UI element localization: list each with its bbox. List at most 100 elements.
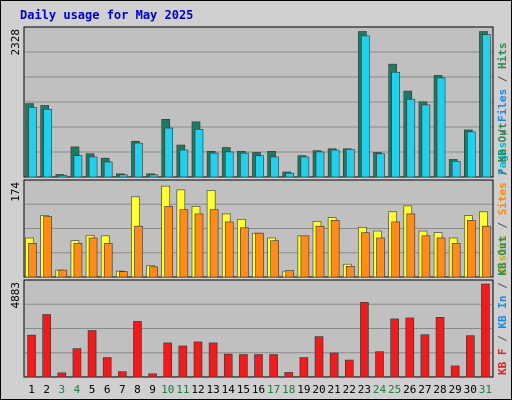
bar-pages-day-15 [240, 152, 249, 178]
bar-pages-day-24 [376, 153, 385, 178]
x-tick-label-27: 27 [418, 383, 431, 396]
x-tick-label-19: 19 [297, 383, 310, 396]
bar-sites-day-31 [482, 225, 491, 278]
bar-kb-f-day-22 [344, 359, 354, 378]
bar-sites-day-4 [73, 243, 83, 278]
x-tick-label-6: 6 [104, 383, 111, 396]
bar-sites-day-3 [58, 269, 68, 278]
x-tick-label-10: 10 [161, 383, 174, 396]
bar-sites-day-7 [119, 271, 128, 278]
legend-part-1: / [496, 122, 509, 142]
bar-kb-f-day-11 [178, 345, 188, 378]
legend-part-0: Pages [496, 142, 509, 175]
bar-pages-day-3 [58, 175, 68, 178]
bar-kb-f-day-12 [193, 341, 203, 378]
x-tick-label-21: 21 [328, 383, 341, 396]
bar-kb-f-day-24 [375, 351, 384, 378]
x-tick-label-20: 20 [312, 383, 325, 396]
y-max-label: 4883 [9, 282, 22, 309]
chart-panels: 2328 Pages / Files / Hits 174 Visits / Site… [9, 26, 509, 378]
bar-pages-day-22 [345, 149, 355, 178]
bar-pages-day-10 [164, 127, 174, 178]
bar-pages-day-4 [73, 155, 83, 178]
x-tick-label-3: 3 [59, 383, 66, 396]
x-tick-label-31: 31 [479, 383, 492, 396]
bar-sites-day-18 [285, 270, 295, 278]
x-tick-label-13: 13 [206, 383, 219, 396]
bar-sites-day-15 [240, 227, 249, 278]
legend-part-4: KB Out [496, 236, 509, 276]
x-tick-label-29: 29 [449, 383, 462, 396]
bar-pages-day-16 [255, 155, 264, 178]
bar-kb-f-day-26 [405, 317, 415, 378]
bar-sites-day-26 [406, 213, 416, 278]
x-tick-label-25: 25 [388, 383, 401, 396]
legend-part-2: Files [496, 89, 509, 122]
bar-pages-day-31 [482, 34, 491, 178]
bar-pages-day-5 [88, 156, 98, 178]
bar-kb-f-day-30 [466, 335, 475, 378]
bar-sites-day-25 [391, 221, 400, 278]
bar-pages-day-2 [43, 108, 52, 178]
bar-sites-day-21 [330, 220, 340, 278]
legend-part-3: / [496, 69, 509, 89]
bar-sites-day-9 [149, 266, 158, 278]
x-tick-label-18: 18 [282, 383, 295, 396]
bar-pages-day-9 [149, 174, 158, 178]
panel-legend: KB F / KB In / KB Out [496, 236, 509, 375]
x-tick-label-30: 30 [464, 383, 477, 396]
bar-kb-f-day-2 [42, 314, 51, 378]
panel-1: 2328 Pages / Files / Hits [9, 26, 509, 178]
chart-title: Daily usage for May 2025 [20, 8, 193, 22]
bar-sites-day-1 [28, 243, 37, 278]
legend-part-1: / [496, 329, 509, 349]
bar-kb-f-day-23 [360, 302, 369, 378]
x-tick-label-2: 2 [43, 383, 50, 396]
bar-pages-day-20 [315, 151, 325, 178]
bar-pages-day-27 [421, 104, 431, 178]
bar-sites-day-11 [179, 209, 189, 278]
x-tick-label-8: 8 [134, 383, 141, 396]
bar-pages-day-19 [300, 156, 310, 178]
legend-part-3: / [496, 162, 509, 182]
bar-sites-day-14 [224, 221, 234, 278]
x-tick-label-26: 26 [403, 383, 416, 396]
bar-sites-day-29 [451, 243, 461, 278]
legend-part-4: KB Out [496, 123, 509, 163]
bar-sites-day-24 [376, 237, 385, 278]
bar-pages-day-8 [134, 142, 143, 178]
panel-legend: Pages / Files / Hits [496, 43, 509, 176]
legend-part-4: Hits [496, 43, 509, 70]
legend-part-0: KB F [496, 349, 509, 376]
bar-pages-day-26 [406, 98, 416, 178]
bar-sites-day-27 [421, 235, 431, 278]
panel-legend: Visits / Sites / KB Out [496, 123, 509, 275]
bar-sites-day-6 [103, 243, 113, 278]
bar-kb-f-day-10 [163, 342, 173, 378]
gridlines [25, 303, 492, 354]
panel-2: 174 Visits / Sites / KB Out [9, 123, 509, 278]
bar-pages-day-13 [209, 152, 219, 178]
panel-3: 4883 KB F / KB In / KB Out [9, 236, 509, 378]
bar-kb-f-day-19 [299, 357, 309, 378]
bar-pages-day-30 [467, 131, 476, 178]
bar-kb-f-day-8 [133, 321, 142, 378]
x-tick-label-11: 11 [176, 383, 189, 396]
bar-sites-day-10 [164, 206, 174, 278]
bar-kb-f-day-15 [239, 354, 248, 378]
bar-kb-f-day-31 [481, 283, 490, 378]
bar-pages-day-18 [285, 172, 295, 178]
bar-kb-f-day-17 [269, 354, 278, 378]
bar-kb-f-day-5 [87, 330, 97, 378]
x-tick-label-15: 15 [237, 383, 250, 396]
bar-kb-f-day-4 [72, 348, 82, 378]
bar-sites-day-13 [209, 209, 219, 278]
y-max-label: 2328 [9, 29, 22, 56]
bar-kb-f-day-3 [57, 372, 67, 378]
bar-kb-f-day-16 [254, 354, 263, 378]
bar-sites-day-16 [255, 232, 264, 278]
bar-pages-day-7 [119, 174, 128, 178]
bar-kb-f-day-27 [420, 334, 430, 378]
bar-pages-day-17 [270, 156, 279, 178]
